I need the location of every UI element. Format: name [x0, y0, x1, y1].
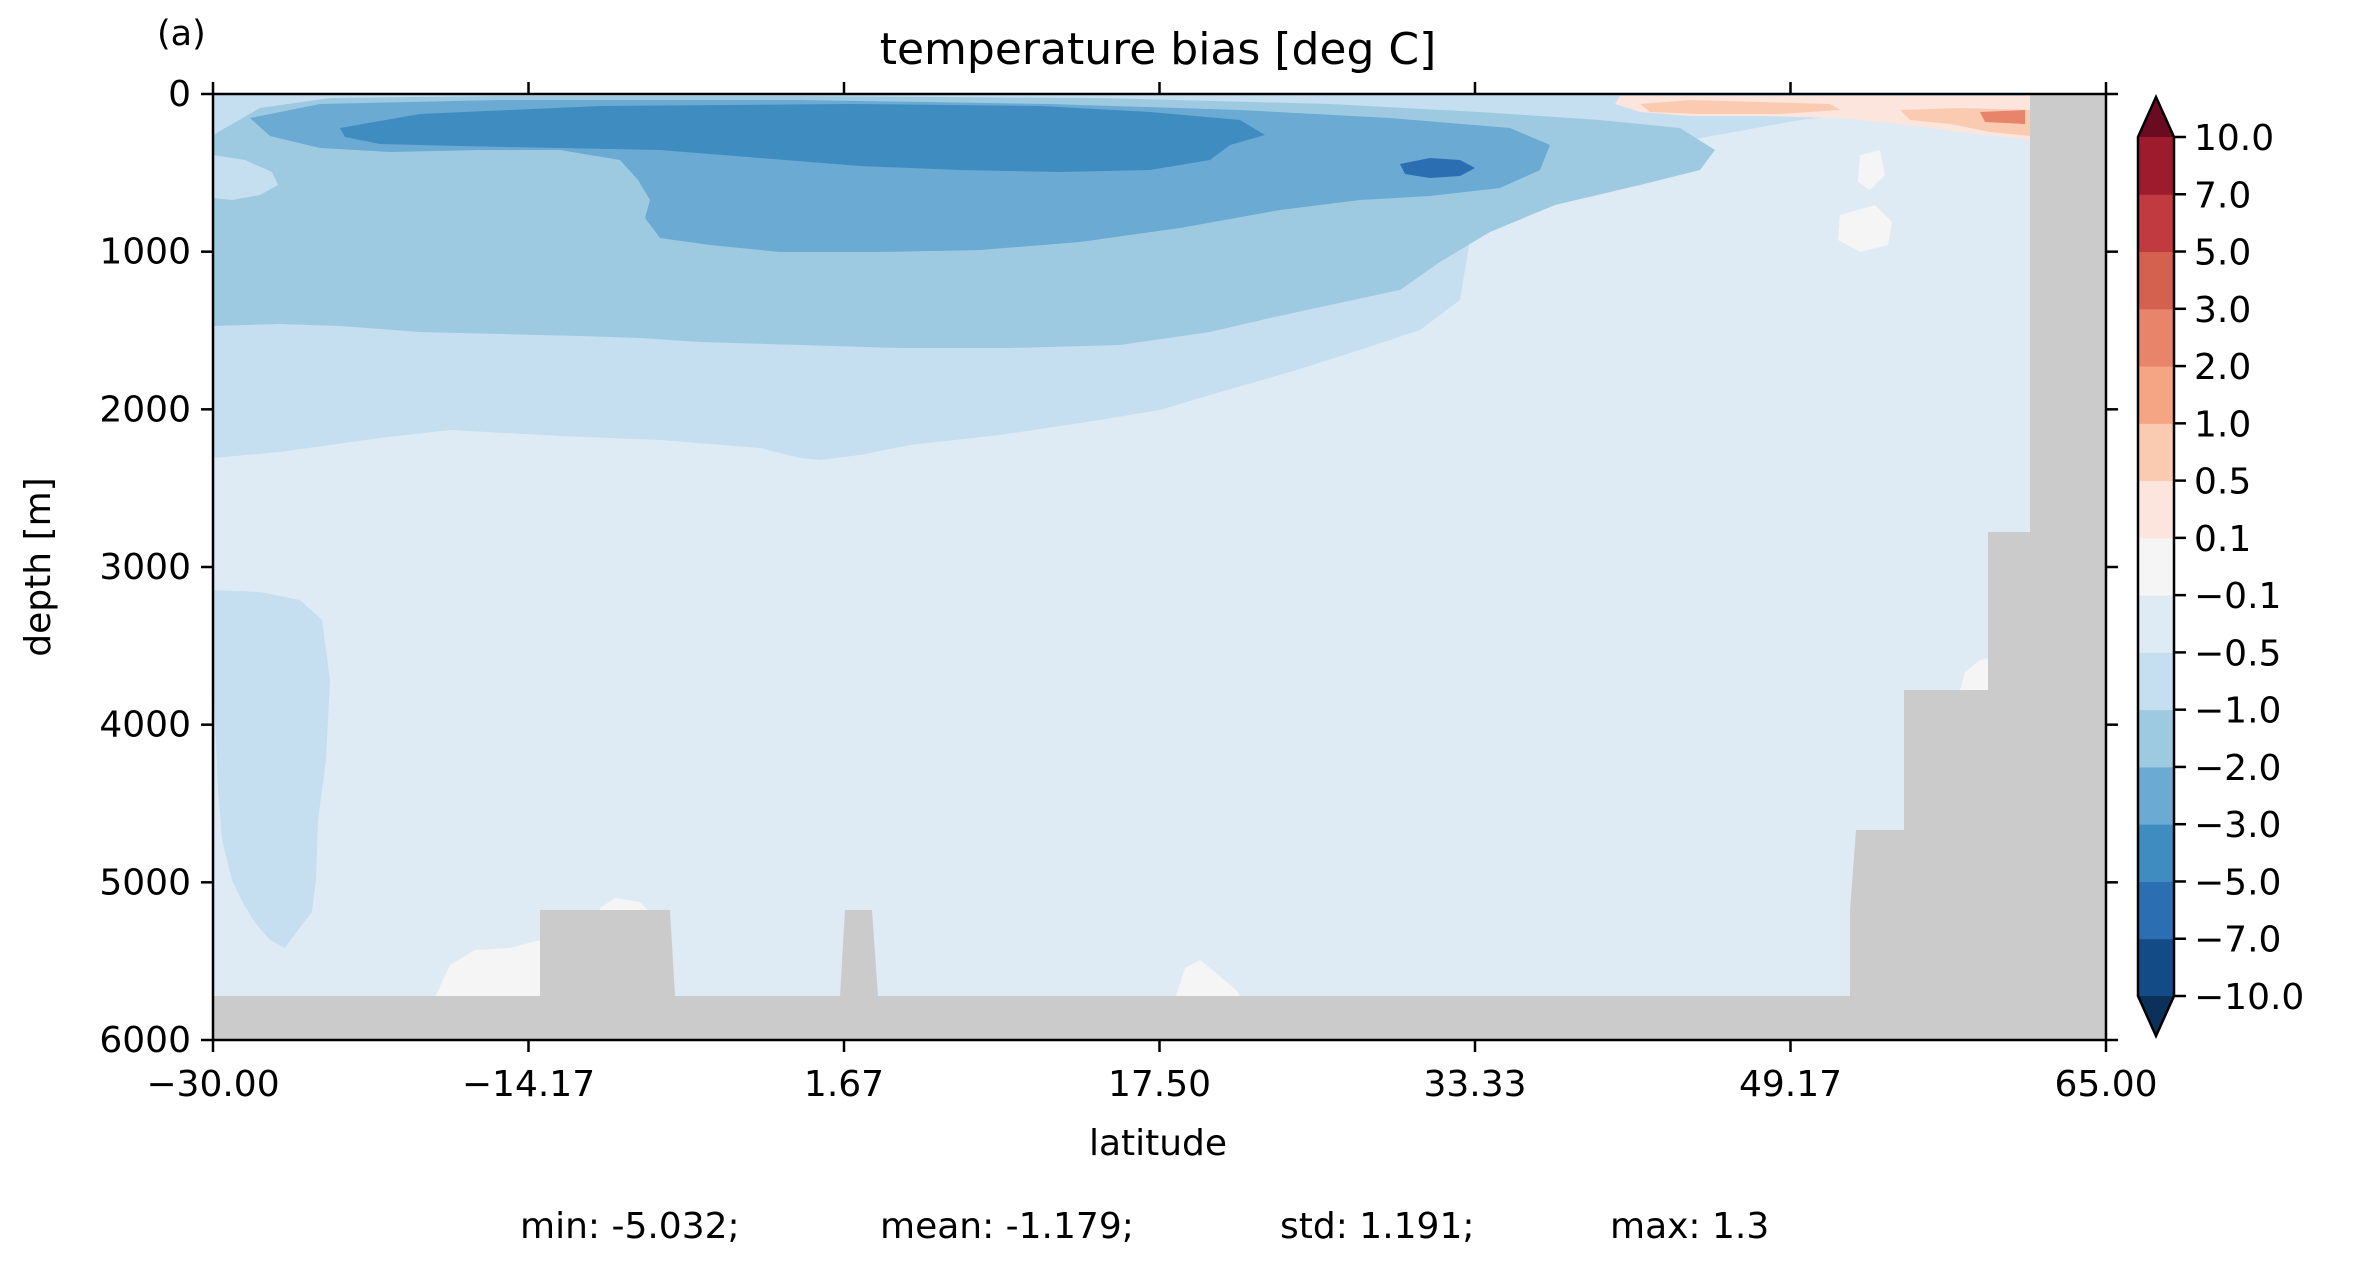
colorbar-tick-label: −7.0: [2194, 920, 2281, 961]
colorbar-segment: [2138, 423, 2174, 482]
contour-band-near-zero-seafloor-3: [1176, 960, 1240, 996]
x-tick-label: −30.00: [146, 1064, 279, 1105]
colorbar-segment: [2138, 251, 2174, 310]
stat-std: std: 1.191;: [1280, 1206, 1474, 1247]
x-tick-label: 33.33: [1423, 1064, 1526, 1105]
colorbar-segment: [2138, 938, 2174, 997]
y-axis: 0 1000 2000 3000 4000 5000 6000: [99, 74, 2118, 1061]
stat-mean: mean: -1.179;: [880, 1206, 1134, 1247]
x-axis-label: latitude: [1089, 1123, 1227, 1164]
colorbar-segment: [2138, 824, 2174, 882]
colorbar-segment: [2138, 480, 2174, 539]
stat-min: min: -5.032;: [520, 1206, 740, 1247]
colorbar-tick-label: 7.0: [2194, 175, 2251, 216]
colorbar-segment: [2138, 881, 2174, 940]
colorbar-segment: [2138, 194, 2174, 253]
contour-band-near-zero-north-2: [1838, 205, 1892, 252]
colorbar-tick-label: −10.0: [2194, 977, 2304, 1018]
colorbar-tick-label: 3.0: [2194, 290, 2251, 331]
colorbar-tick-label: 2.0: [2194, 347, 2251, 388]
x-tick-label: 17.50: [1108, 1064, 1211, 1105]
contour-band-near-zero-north-1: [1858, 150, 1885, 190]
stat-max: max: 1.3: [1610, 1206, 1769, 1247]
colorbar-tick-label: 0.5: [2194, 462, 2251, 503]
y-tick-label: 6000: [99, 1020, 191, 1061]
y-tick-label: 1000: [99, 232, 191, 273]
colorbar-segment: [2138, 652, 2174, 711]
colorbar-segment: [2138, 709, 2174, 768]
plot-area: [213, 94, 2106, 1040]
contour-band-near-zero-seafloor-1: [436, 940, 540, 1000]
contour-band-minus5-to-minus3: [340, 104, 1265, 172]
colorbar-tick-label: −2.0: [2194, 748, 2281, 789]
contour-band-minus1-to-minus0.5-deep: [213, 590, 330, 948]
contour-band-warm-0.5-to-1: [1640, 100, 1840, 114]
colorbar-segment: [2138, 537, 2174, 596]
colorbar-tick-label: −0.5: [2194, 633, 2281, 674]
x-tick-label: 49.17: [1739, 1064, 1842, 1105]
x-tick-label: −14.17: [462, 1064, 595, 1105]
y-tick-label: 0: [168, 74, 191, 115]
colorbar-segment: [2138, 137, 2174, 195]
stats-line: min: -5.032; mean: -1.179; std: 1.191; m…: [520, 1206, 1769, 1247]
colorbar-segment: [2138, 308, 2174, 367]
x-tick-label: 65.00: [2054, 1064, 2157, 1105]
colorbar-extend-top: [2138, 97, 2174, 137]
x-tick-label: 1.67: [804, 1064, 884, 1105]
colorbar-tick-label: −1.0: [2194, 691, 2281, 732]
contour-band-minus5-to-minus3-east: [1400, 158, 1475, 178]
contour-band-minus1-to-minus0.5-pocket: [213, 155, 278, 200]
land-mask: [213, 94, 2106, 1040]
chart-title: temperature bias [deg C]: [880, 24, 1437, 75]
y-tick-label: 5000: [99, 862, 191, 903]
colorbar: −10.0 −7.0 −5.0 −3.0 −2.0 −1.0 −0.5 −0.1 0.1 0.5 1…: [2136, 93, 2304, 1040]
colorbar-tick-label: 5.0: [2194, 233, 2251, 274]
panel-label: (a): [157, 14, 206, 54]
contour-band-near-zero-seafloor-2: [600, 898, 650, 912]
colorbar-tick-label: −0.1: [2194, 576, 2281, 617]
colorbar-tick-label: −3.0: [2194, 805, 2281, 846]
y-axis-label: depth [m]: [18, 477, 59, 656]
x-axis: −30.00 −14.17 1.67 17.50 33.33 49.17 65.00: [146, 82, 2158, 1105]
colorbar-segment: [2138, 366, 2174, 424]
colorbar-tick-label: −5.0: [2194, 862, 2281, 903]
colorbar-extend-bottom: [2138, 996, 2174, 1036]
colorbar-tick-label: 0.1: [2194, 519, 2251, 560]
colorbar-tick-label: 10.0: [2194, 118, 2274, 159]
colorbar-tick-label: 1.0: [2194, 404, 2251, 445]
colorbar-segment: [2138, 595, 2174, 653]
y-tick-label: 4000: [99, 705, 191, 746]
y-tick-label: 3000: [99, 547, 191, 588]
contour-band-warm-1-to-2: [1980, 110, 2025, 124]
colorbar-segment: [2138, 766, 2174, 825]
y-tick-label: 2000: [99, 389, 191, 430]
